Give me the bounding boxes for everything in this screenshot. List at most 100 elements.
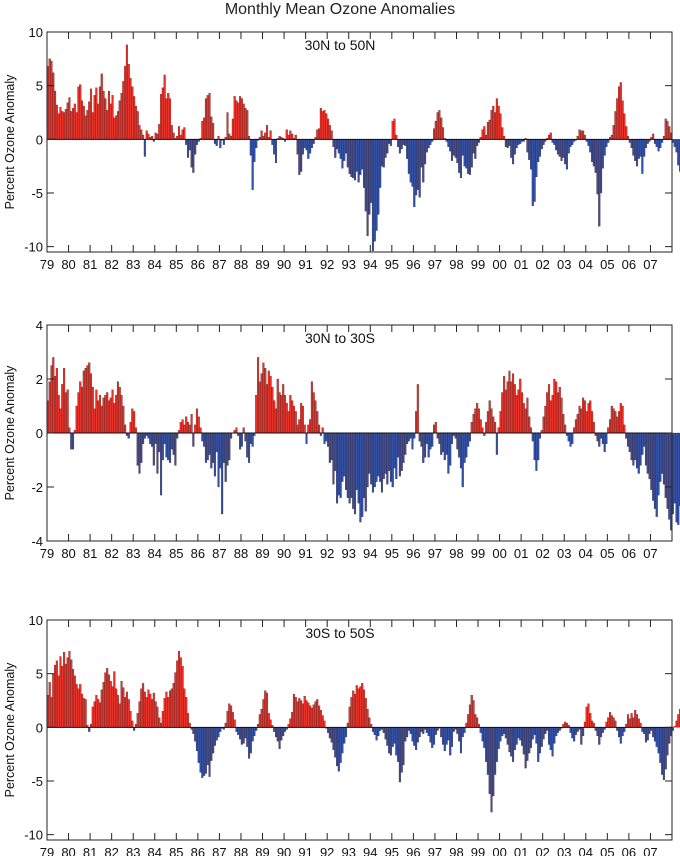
bar-negative	[186, 139, 190, 158]
bar-negative	[528, 727, 531, 754]
bar-negative	[643, 727, 646, 734]
bar-positive	[323, 720, 326, 728]
bar-positive	[675, 720, 678, 728]
x-tick-label: 79	[40, 546, 54, 561]
bar-negative	[564, 139, 567, 165]
bar-positive	[310, 381, 313, 434]
bar-positive	[84, 115, 87, 140]
bar-positive	[664, 118, 667, 140]
x-tick-label: 94	[363, 845, 377, 856]
bar-positive	[309, 705, 312, 728]
bar-negative	[215, 727, 218, 741]
bar-negative	[382, 139, 385, 168]
bar-negative	[420, 139, 423, 168]
bar-negative	[415, 139, 418, 196]
bar-positive	[301, 703, 304, 728]
bar-negative	[639, 432, 642, 466]
bar-negative	[409, 727, 412, 734]
bar-negative	[343, 139, 346, 161]
bar-positive	[368, 717, 371, 728]
bar-negative	[652, 432, 655, 501]
bar-negative	[194, 139, 197, 155]
bar-negative	[632, 139, 635, 156]
bar-positive	[280, 395, 283, 434]
bar-negative	[407, 432, 410, 442]
bar-positive	[292, 405, 295, 434]
bar-negative	[353, 139, 357, 181]
bar-positive	[230, 705, 233, 728]
bar-positive	[269, 719, 272, 728]
bar-negative	[429, 432, 432, 450]
bar-negative	[650, 432, 653, 490]
bar-negative	[240, 432, 243, 447]
bar-positive	[591, 411, 594, 434]
x-tick-label: 81	[83, 257, 97, 272]
bar-negative	[406, 727, 409, 738]
bar-positive	[167, 93, 170, 140]
bar-positive	[72, 669, 75, 728]
x-tick-label: 93	[341, 257, 355, 272]
bar-negative	[70, 432, 73, 450]
x-tick-label: 89	[255, 546, 269, 561]
bar-positive	[244, 108, 247, 140]
bar-negative	[531, 139, 534, 206]
bar-positive	[673, 726, 676, 728]
bar-negative	[373, 139, 376, 242]
bar-negative	[605, 432, 608, 444]
bar-positive	[88, 362, 91, 434]
bar-positive	[48, 682, 51, 728]
bar-positive	[582, 130, 585, 140]
bar-negative	[576, 727, 579, 732]
bar-positive	[264, 368, 267, 434]
bar-positive	[93, 701, 96, 728]
bar-positive	[77, 688, 80, 728]
bar-negative	[415, 727, 418, 750]
bar-positive	[294, 697, 297, 728]
bar-positive	[677, 714, 680, 728]
x-tick-label: 04	[579, 546, 593, 561]
bar-negative	[406, 139, 409, 159]
bar-negative	[357, 139, 360, 183]
x-tick-label: 85	[169, 845, 183, 856]
bar-negative	[384, 139, 387, 158]
bar-positive	[161, 87, 164, 140]
bar-positive	[434, 422, 437, 434]
bar-positive	[499, 411, 502, 434]
bar-negative	[601, 139, 604, 169]
bar-positive	[57, 113, 60, 140]
bar-positive	[138, 701, 141, 728]
bar-negative	[384, 727, 387, 740]
bar-positive	[292, 693, 295, 728]
bar-positive	[513, 384, 516, 434]
bar-negative	[203, 432, 206, 447]
bar-positive	[434, 120, 437, 140]
bar-negative	[138, 432, 141, 474]
bar-negative	[422, 139, 425, 183]
bar-negative	[172, 432, 175, 455]
bar-positive	[298, 698, 301, 728]
bar-positive	[585, 706, 588, 728]
bar-positive	[199, 427, 202, 434]
bar-positive	[160, 722, 163, 728]
bar-negative	[429, 727, 432, 743]
bar-positive	[231, 118, 234, 140]
bar-positive	[616, 98, 619, 140]
bar-negative	[556, 139, 559, 155]
bar-positive	[177, 126, 181, 140]
bar-positive	[107, 400, 110, 434]
bar-positive	[303, 696, 306, 728]
bar-positive	[476, 717, 479, 728]
bar-negative	[549, 727, 552, 750]
bar-positive	[204, 98, 207, 140]
bar-negative	[490, 727, 493, 813]
bar-positive	[291, 400, 294, 434]
bar-positive	[296, 701, 299, 728]
bar-positive	[560, 397, 563, 434]
plot-frame	[46, 31, 673, 253]
bar-positive	[355, 685, 358, 728]
bar-negative	[540, 139, 543, 150]
bar-negative	[222, 432, 225, 463]
y-tick-label: -4	[31, 534, 43, 549]
bar-negative	[603, 139, 606, 156]
bar-positive	[303, 424, 306, 434]
